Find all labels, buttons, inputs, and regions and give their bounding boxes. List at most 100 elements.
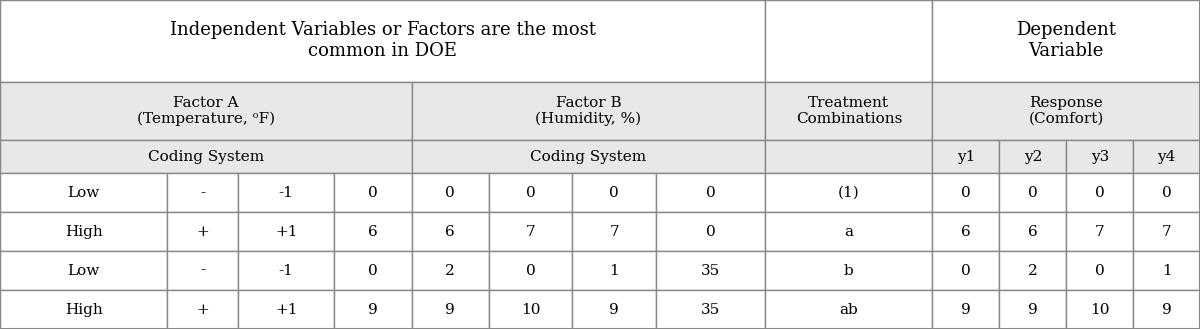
- Bar: [1067, 290, 1133, 329]
- Bar: [1133, 251, 1200, 290]
- Text: (1): (1): [838, 186, 859, 200]
- Text: 0: 0: [961, 186, 971, 200]
- Text: 10: 10: [1090, 303, 1110, 316]
- Text: 10: 10: [521, 303, 540, 316]
- Bar: [1133, 290, 1200, 329]
- Bar: [572, 212, 656, 251]
- Bar: [766, 0, 932, 82]
- Bar: [766, 290, 932, 329]
- Text: 1: 1: [610, 264, 619, 278]
- Text: 0: 0: [368, 264, 378, 278]
- Bar: [1000, 251, 1067, 290]
- Bar: [932, 173, 1000, 212]
- Bar: [656, 173, 766, 212]
- Text: High: High: [65, 303, 102, 316]
- Bar: [335, 173, 412, 212]
- Text: -1: -1: [278, 186, 294, 200]
- Bar: [0, 173, 167, 212]
- Bar: [412, 173, 488, 212]
- Bar: [766, 212, 932, 251]
- Bar: [656, 290, 766, 329]
- Text: 0: 0: [526, 186, 535, 200]
- Text: 0: 0: [1028, 186, 1038, 200]
- Text: 0: 0: [368, 186, 378, 200]
- Text: 9: 9: [961, 303, 971, 316]
- Text: 9: 9: [445, 303, 455, 316]
- Text: Response
(Comfort): Response (Comfort): [1028, 96, 1104, 126]
- Bar: [1000, 173, 1067, 212]
- Text: 7: 7: [526, 225, 535, 239]
- Bar: [488, 212, 572, 251]
- Bar: [1133, 173, 1200, 212]
- Bar: [1067, 140, 1133, 173]
- Bar: [0, 140, 412, 173]
- Bar: [0, 212, 167, 251]
- Bar: [932, 290, 1000, 329]
- Bar: [167, 173, 238, 212]
- Bar: [1133, 212, 1200, 251]
- Bar: [1067, 251, 1133, 290]
- Text: Low: Low: [67, 264, 100, 278]
- Bar: [572, 251, 656, 290]
- Bar: [766, 82, 932, 140]
- Text: Low: Low: [67, 186, 100, 200]
- Text: y3: y3: [1091, 150, 1109, 164]
- Text: 9: 9: [1028, 303, 1038, 316]
- Text: 2: 2: [445, 264, 455, 278]
- Bar: [1067, 173, 1133, 212]
- Text: y2: y2: [1024, 150, 1042, 164]
- Bar: [932, 82, 1200, 140]
- Text: 35: 35: [701, 264, 720, 278]
- Bar: [932, 251, 1000, 290]
- Text: 6: 6: [1028, 225, 1038, 239]
- Text: 7: 7: [610, 225, 619, 239]
- Bar: [1000, 140, 1067, 173]
- Text: +1: +1: [275, 303, 298, 316]
- Text: a: a: [845, 225, 853, 239]
- Bar: [238, 251, 335, 290]
- Bar: [412, 82, 766, 140]
- Bar: [932, 140, 1000, 173]
- Text: 0: 0: [961, 264, 971, 278]
- Text: 6: 6: [368, 225, 378, 239]
- Text: 0: 0: [610, 186, 619, 200]
- Text: +: +: [196, 303, 209, 316]
- Bar: [656, 251, 766, 290]
- Text: 0: 0: [445, 186, 455, 200]
- Text: ab: ab: [840, 303, 858, 316]
- Bar: [766, 173, 932, 212]
- Text: 0: 0: [1094, 186, 1104, 200]
- Text: -: -: [200, 264, 205, 278]
- Text: Independent Variables or Factors are the most
common in DOE: Independent Variables or Factors are the…: [169, 21, 595, 60]
- Bar: [488, 251, 572, 290]
- Bar: [412, 251, 488, 290]
- Text: Factor A
(Temperature, ᵒF): Factor A (Temperature, ᵒF): [137, 96, 275, 126]
- Bar: [238, 290, 335, 329]
- Text: 7: 7: [1162, 225, 1171, 239]
- Text: y1: y1: [956, 150, 976, 164]
- Bar: [656, 212, 766, 251]
- Bar: [0, 0, 766, 82]
- Bar: [766, 251, 932, 290]
- Bar: [412, 290, 488, 329]
- Bar: [167, 251, 238, 290]
- Text: 9: 9: [610, 303, 619, 316]
- Bar: [766, 140, 932, 173]
- Bar: [238, 212, 335, 251]
- Bar: [167, 212, 238, 251]
- Bar: [572, 290, 656, 329]
- Bar: [0, 251, 167, 290]
- Bar: [1000, 290, 1067, 329]
- Text: Factor B
(Humidity, %): Factor B (Humidity, %): [535, 96, 642, 126]
- Bar: [335, 290, 412, 329]
- Bar: [488, 290, 572, 329]
- Text: 9: 9: [1162, 303, 1171, 316]
- Text: 35: 35: [701, 303, 720, 316]
- Text: b: b: [844, 264, 853, 278]
- Text: -: -: [200, 186, 205, 200]
- Bar: [167, 290, 238, 329]
- Text: y4: y4: [1157, 150, 1176, 164]
- Text: 6: 6: [961, 225, 971, 239]
- Text: 0: 0: [1094, 264, 1104, 278]
- Text: High: High: [65, 225, 102, 239]
